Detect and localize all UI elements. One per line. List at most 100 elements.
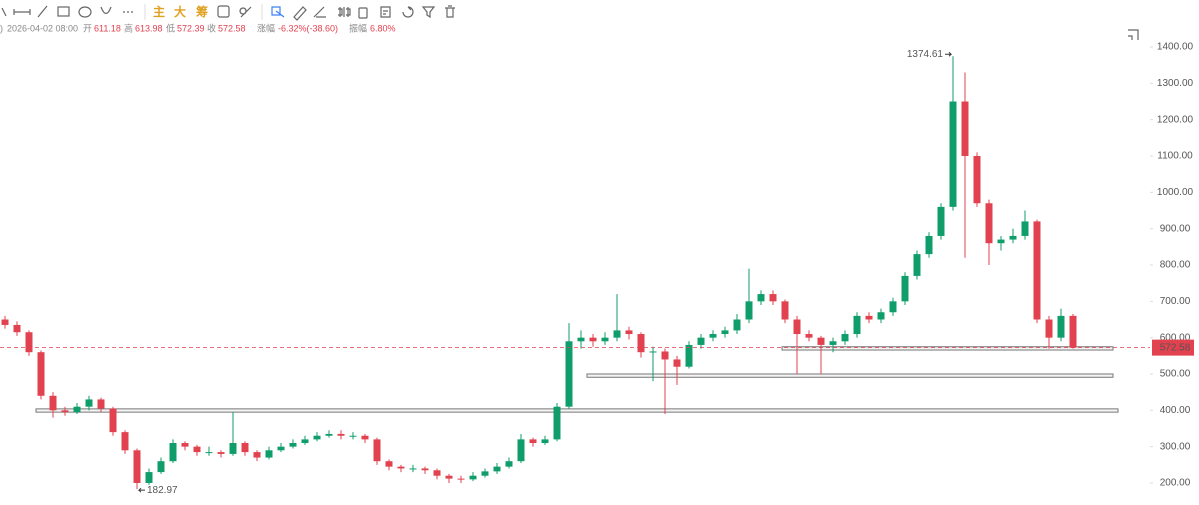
candle-body bbox=[409, 468, 417, 470]
candle-body bbox=[37, 352, 45, 396]
tool-chip[interactable]: 筹 bbox=[196, 4, 208, 19]
tool-icon[interactable] bbox=[217, 5, 230, 18]
candle-body bbox=[877, 312, 885, 320]
y-tick-label: 300.00 bbox=[1160, 441, 1191, 452]
tool-icon[interactable] bbox=[402, 6, 414, 18]
candle-body bbox=[757, 294, 765, 302]
candle-body bbox=[781, 301, 789, 320]
candle-body bbox=[49, 395, 57, 411]
info-label: 低 bbox=[166, 22, 175, 33]
tool-icon[interactable] bbox=[1, 7, 7, 17]
candle-body bbox=[481, 471, 489, 476]
candle-body bbox=[841, 334, 849, 342]
y-tick-label: 500.00 bbox=[1160, 369, 1191, 380]
candle-body bbox=[325, 433, 333, 436]
candle-body bbox=[361, 435, 369, 440]
low-arrow bbox=[137, 487, 145, 493]
candle-body bbox=[745, 301, 753, 320]
high-annotation: 1374.61 bbox=[907, 49, 944, 60]
candle-body bbox=[805, 334, 813, 338]
candle-body bbox=[601, 337, 609, 342]
expand-icon[interactable] bbox=[1128, 29, 1139, 40]
info-value: 572.58 bbox=[218, 23, 246, 33]
y-tick-label: 1200.00 bbox=[1157, 114, 1194, 125]
candle-body bbox=[937, 206, 945, 236]
candle-body bbox=[913, 254, 921, 276]
tool-icon[interactable] bbox=[239, 6, 252, 18]
info-value: 572.39 bbox=[177, 23, 205, 33]
candle-body bbox=[133, 450, 141, 483]
info-value: -6.32%(-38.60) bbox=[278, 23, 338, 33]
tool-icon[interactable] bbox=[100, 6, 112, 15]
candle-body bbox=[181, 443, 189, 447]
candle-body bbox=[397, 466, 405, 469]
candle-body bbox=[721, 330, 729, 335]
level-zone bbox=[781, 346, 1114, 351]
tool-icon[interactable] bbox=[421, 6, 436, 19]
tool-icon[interactable] bbox=[37, 5, 48, 18]
candle-body bbox=[73, 406, 81, 413]
candle-body bbox=[529, 439, 537, 444]
tool-icon[interactable] bbox=[338, 7, 351, 17]
last-price-box bbox=[1152, 339, 1194, 356]
tool-icon[interactable] bbox=[445, 5, 455, 18]
candle-body bbox=[157, 461, 165, 473]
info-bar: ) 2026-04-02 08:00 开 611.18 高 613.98 低 5… bbox=[0, 22, 396, 33]
tool-icon[interactable] bbox=[293, 6, 307, 21]
tool-icon[interactable] bbox=[380, 6, 391, 18]
candle-body bbox=[421, 468, 429, 471]
candle-body bbox=[265, 450, 273, 458]
candle-body bbox=[685, 344, 693, 367]
candle-body bbox=[385, 461, 393, 467]
tool-icon[interactable] bbox=[78, 6, 92, 18]
candle-body bbox=[1021, 221, 1029, 236]
tool-icon[interactable] bbox=[271, 6, 285, 18]
candle-body bbox=[445, 475, 453, 479]
candle-body bbox=[1, 319, 9, 325]
candle-body bbox=[661, 351, 669, 360]
candle-body bbox=[433, 470, 441, 476]
candle-body bbox=[697, 337, 705, 345]
y-tick-label: 400.00 bbox=[1160, 405, 1191, 416]
candle-body bbox=[457, 478, 465, 480]
low-annotation: 182.97 bbox=[147, 485, 178, 496]
toolbar: 主 大 筹 bbox=[1, 4, 455, 21]
tool-main[interactable]: 主 bbox=[153, 4, 165, 19]
candle-body bbox=[985, 203, 993, 244]
candle-body bbox=[1033, 221, 1041, 320]
high-arrow bbox=[945, 51, 953, 57]
candle-body bbox=[565, 341, 573, 407]
candle-body bbox=[61, 410, 69, 413]
candle-body bbox=[313, 435, 321, 440]
info-value: 6.80% bbox=[370, 23, 396, 33]
candle-body bbox=[217, 452, 225, 454]
tool-icon[interactable] bbox=[13, 9, 31, 15]
candle-body bbox=[493, 466, 501, 472]
y-tick-label: 1100.00 bbox=[1157, 151, 1193, 162]
candle-body bbox=[25, 332, 33, 353]
candle-body bbox=[373, 439, 381, 462]
candle-body bbox=[961, 101, 969, 157]
candle-body bbox=[673, 359, 681, 367]
candle-body bbox=[241, 443, 249, 453]
tool-icon[interactable] bbox=[313, 6, 326, 18]
candle-body bbox=[793, 319, 801, 335]
candle-body bbox=[1069, 315, 1077, 348]
candle-body bbox=[769, 294, 777, 302]
tool-big[interactable]: 大 bbox=[174, 4, 186, 19]
level-zone bbox=[586, 373, 1114, 378]
tool-icon[interactable] bbox=[57, 6, 70, 17]
candle-body bbox=[205, 452, 213, 454]
y-tick-label: 1400.00 bbox=[1157, 42, 1194, 53]
candle-body bbox=[817, 337, 825, 345]
candle-body bbox=[277, 446, 285, 451]
candle-body bbox=[949, 101, 957, 207]
y-tick-label: 800.00 bbox=[1160, 260, 1191, 271]
candle-body bbox=[301, 439, 309, 444]
tool-icon[interactable] bbox=[358, 7, 368, 19]
y-tick-label: 900.00 bbox=[1160, 223, 1191, 234]
level-zone bbox=[35, 408, 1119, 413]
candle-body bbox=[97, 399, 105, 409]
